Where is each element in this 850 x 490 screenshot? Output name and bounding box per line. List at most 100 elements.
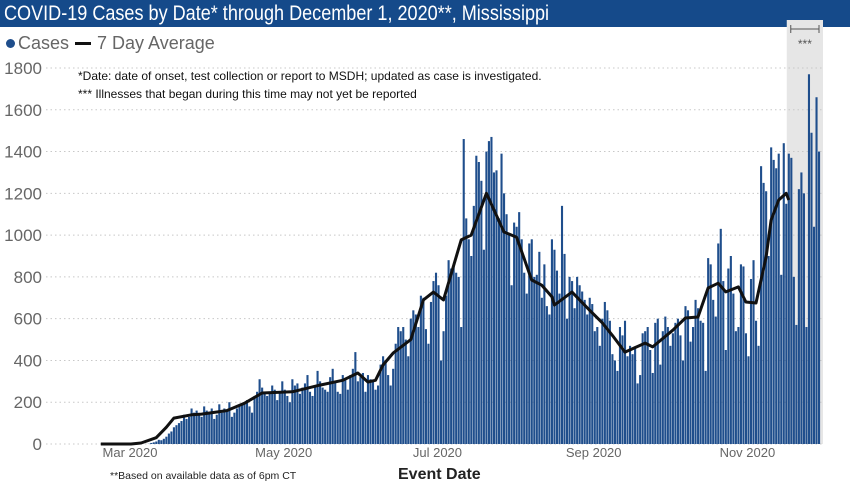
case-bar — [581, 291, 584, 444]
case-bar — [583, 299, 586, 444]
case-bar — [412, 310, 415, 444]
case-bar — [679, 335, 682, 444]
case-bar — [223, 408, 226, 444]
case-bar — [694, 299, 697, 444]
case-bar — [419, 295, 422, 444]
case-bar — [460, 327, 463, 444]
case-bar — [797, 189, 800, 444]
case-bar — [505, 214, 508, 444]
case-bar — [240, 404, 244, 444]
case-bar — [369, 379, 372, 444]
case-bar — [203, 406, 206, 444]
case-bar — [414, 314, 417, 444]
case-bar — [644, 331, 647, 444]
case-bar — [286, 395, 289, 444]
case-bar — [699, 320, 702, 444]
case-bar — [341, 375, 344, 444]
shaded-region-label: *** — [798, 37, 812, 51]
case-bar — [485, 151, 488, 445]
case-bar — [364, 391, 367, 444]
case-bar — [787, 153, 790, 444]
case-bar — [185, 418, 188, 444]
case-bar — [553, 249, 556, 444]
case-bar — [613, 360, 616, 444]
case-bar — [525, 293, 528, 444]
case-bar — [311, 395, 314, 444]
case-bar — [707, 258, 710, 444]
case-bar — [591, 304, 594, 444]
case-bar — [356, 381, 359, 444]
case-bar — [165, 436, 168, 444]
case-bar — [366, 375, 370, 444]
case-bar — [432, 281, 435, 444]
case-bar — [636, 383, 639, 444]
case-bar — [339, 393, 342, 444]
case-bar — [548, 314, 551, 444]
case-bar — [669, 345, 672, 444]
case-bar — [772, 159, 775, 444]
case-bar — [812, 226, 816, 444]
case-bar — [382, 356, 385, 444]
case-bar — [606, 310, 609, 444]
case-bar — [251, 412, 254, 444]
case-bar — [780, 274, 783, 444]
y-tick-label: 200 — [14, 393, 42, 412]
case-bar — [490, 136, 493, 444]
case-bar — [563, 253, 566, 444]
case-bar — [258, 379, 261, 444]
case-bar — [611, 354, 614, 444]
y-tick-label: 1000 — [4, 226, 42, 245]
case-bar — [462, 139, 465, 444]
case-bar — [568, 276, 571, 444]
note-date-definition: *Date: date of onset, test collection or… — [78, 69, 542, 83]
case-bar — [666, 327, 669, 444]
case-bar — [528, 243, 531, 444]
case-bar — [739, 264, 742, 444]
case-bar — [278, 391, 281, 444]
case-bar — [152, 442, 155, 444]
case-bar — [503, 193, 506, 444]
case-bar — [424, 329, 427, 444]
case-bar — [800, 172, 803, 444]
case-bar — [482, 249, 485, 444]
case-bar — [523, 272, 526, 444]
case-bar — [631, 354, 634, 444]
case-bar — [351, 368, 354, 444]
legend: Cases 7 Day Average — [6, 33, 215, 54]
case-bar — [354, 352, 357, 444]
case-bar — [387, 375, 390, 444]
case-bar — [555, 270, 559, 444]
case-bar — [601, 318, 604, 444]
case-bar — [785, 203, 788, 444]
case-bar — [256, 391, 259, 444]
case-bar — [452, 264, 455, 444]
case-bar — [807, 74, 811, 445]
x-tick-label: May 2020 — [255, 445, 312, 460]
case-bar — [734, 331, 737, 444]
y-tick-label: 1600 — [4, 101, 42, 120]
case-bar — [336, 391, 339, 444]
case-bar — [238, 406, 241, 444]
case-bar — [681, 360, 685, 444]
case-bar — [331, 368, 334, 444]
case-bar — [618, 327, 622, 444]
case-bar — [744, 333, 748, 444]
case-bar — [170, 431, 173, 444]
case-bar — [790, 157, 793, 445]
case-bar — [205, 410, 208, 444]
case-bar — [497, 218, 501, 444]
y-tick-label: 0 — [33, 435, 42, 454]
case-bar — [263, 393, 266, 444]
title-bar: COVID-19 Cases by Date* through December… — [0, 0, 850, 27]
case-bar — [702, 322, 705, 444]
case-bar — [399, 331, 402, 444]
case-bar — [445, 295, 448, 444]
case-bar — [319, 381, 322, 444]
case-bar — [530, 239, 533, 444]
case-bar — [273, 389, 276, 444]
case-bar — [215, 414, 218, 444]
case-bar — [795, 324, 798, 444]
case-bar — [447, 260, 450, 444]
legend-cases-dot-icon — [6, 39, 15, 48]
